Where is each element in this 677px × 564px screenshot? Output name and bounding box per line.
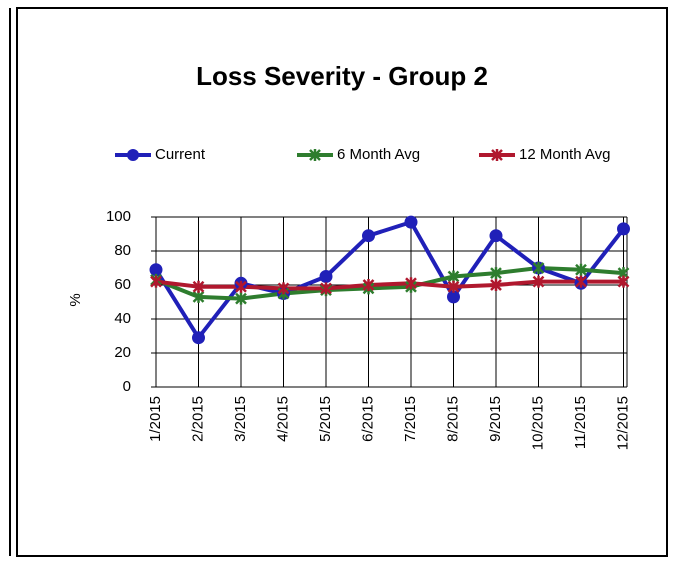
point-marker <box>235 292 247 305</box>
point-marker <box>447 270 460 283</box>
legend-item: Current <box>115 146 206 163</box>
x-tick-label: 5/2015 <box>317 396 334 442</box>
legend-marker <box>309 149 321 161</box>
point-marker <box>320 282 332 295</box>
point-marker <box>532 275 545 288</box>
point-marker <box>575 275 587 288</box>
x-tick-label: 4/2015 <box>274 396 291 442</box>
series-line <box>155 266 624 301</box>
point-marker <box>150 275 162 288</box>
y-axis-label: % <box>67 293 84 306</box>
point-marker <box>532 262 545 274</box>
y-tick-label: 20 <box>114 344 131 361</box>
point-marker <box>489 229 503 243</box>
y-tick-label: 80 <box>114 242 131 259</box>
x-tick-label: 1/2015 <box>147 396 164 442</box>
x-tick-label: 2/2015 <box>189 396 206 442</box>
point-marker <box>362 279 375 291</box>
legend-marker <box>491 149 503 161</box>
legend-label: 12 Month Avg <box>519 146 610 163</box>
legend-label: 6 Month Avg <box>337 146 420 163</box>
chart-title: Loss Severity - Group 2 <box>196 61 488 91</box>
point-marker <box>404 215 418 229</box>
point-marker <box>405 277 417 290</box>
y-tick-label: 40 <box>114 310 131 327</box>
chart-frame <box>16 7 668 557</box>
legend-marker <box>127 149 139 161</box>
point-marker <box>490 279 502 291</box>
point-marker <box>617 275 630 288</box>
legend-item: 12 Month Avg <box>479 146 610 163</box>
x-tick-label: 12/2015 <box>614 396 631 450</box>
point-marker <box>362 229 375 243</box>
point-marker <box>192 331 205 345</box>
point-marker <box>235 280 247 293</box>
series-line <box>154 220 626 340</box>
x-tick-label: 3/2015 <box>232 396 249 442</box>
x-tick-label: 7/2015 <box>402 396 419 442</box>
y-tick-label: 60 <box>114 276 131 293</box>
point-marker <box>575 263 587 276</box>
point-marker <box>617 222 630 236</box>
point-marker <box>319 270 333 283</box>
point-marker <box>490 267 502 280</box>
x-tick-label: 8/2015 <box>444 396 461 442</box>
point-marker <box>192 280 205 293</box>
x-tick-label: 10/2015 <box>529 396 546 450</box>
series-line <box>155 279 624 291</box>
legend-label: Current <box>155 146 206 163</box>
y-tick-label: 100 <box>106 208 131 225</box>
point-marker <box>447 280 460 293</box>
point-marker <box>192 290 205 303</box>
legend-item: 6 Month Avg <box>297 146 420 163</box>
x-tick-label: 11/2015 <box>572 396 589 449</box>
y-tick-label: 0 <box>123 378 131 395</box>
x-tick-label: 9/2015 <box>487 396 504 442</box>
point-marker <box>277 282 290 295</box>
x-tick-label: 6/2015 <box>359 396 376 442</box>
